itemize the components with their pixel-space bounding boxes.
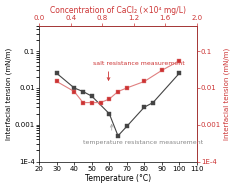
X-axis label: Concentration of CaCl₂ (×10⁴ mg/L): Concentration of CaCl₂ (×10⁴ mg/L): [50, 5, 186, 15]
Text: temperature resistance measurement: temperature resistance measurement: [83, 140, 203, 145]
X-axis label: Temperature (°C): Temperature (°C): [85, 174, 151, 184]
Y-axis label: Interfacial tension (mN/m): Interfacial tension (mN/m): [224, 47, 230, 140]
Y-axis label: Interfacial tension (mN/m): Interfacial tension (mN/m): [6, 47, 12, 140]
Text: salt resistance measurement: salt resistance measurement: [93, 61, 185, 66]
